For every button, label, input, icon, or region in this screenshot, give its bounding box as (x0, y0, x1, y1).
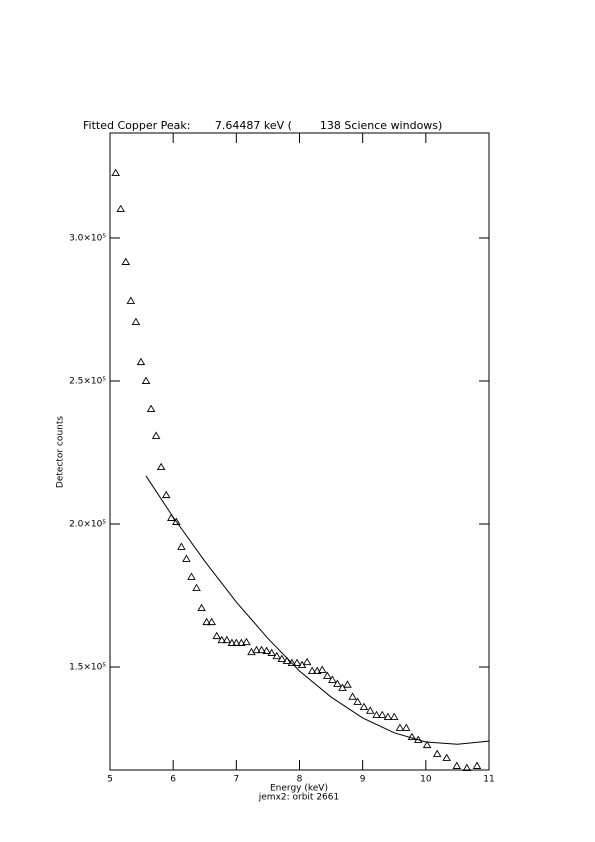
data-point (111, 168, 120, 176)
data-point (227, 638, 237, 646)
data-point (272, 651, 282, 660)
data-point (151, 431, 161, 439)
y-tick-label: 2.0×10⁵ (69, 520, 106, 530)
data-point (353, 697, 362, 705)
data-point (156, 462, 166, 471)
data-point (146, 404, 156, 412)
data-point (141, 376, 151, 384)
x-tick-label: 9 (360, 775, 366, 785)
data-point (277, 654, 287, 662)
data-point (121, 257, 131, 265)
data-point (192, 583, 201, 592)
data-point (292, 658, 302, 666)
data-point (252, 645, 261, 654)
data-point (182, 554, 191, 562)
fit-line (145, 475, 490, 745)
data-point (359, 702, 369, 711)
y-tick-label: 2.5×10⁵ (69, 376, 106, 386)
x-axis-label: Energy (keV) (270, 784, 328, 794)
data-point (407, 732, 417, 741)
data-point (242, 637, 251, 646)
data-point (383, 712, 393, 721)
data-point (422, 740, 432, 749)
data-point (197, 603, 206, 612)
data-point (302, 657, 312, 666)
data-point (395, 723, 405, 731)
y-tick-label: 3.0×10⁵ (69, 233, 106, 243)
data-point (212, 631, 222, 640)
data-point (136, 357, 146, 366)
x-tick-label: 10 (420, 775, 432, 785)
chart-subtitle: jemx2: orbit 2661 (258, 793, 339, 803)
x-tick-label: 8 (297, 775, 303, 785)
data-point (161, 490, 171, 499)
data-point (202, 617, 211, 626)
data-point (472, 761, 482, 769)
data-point (401, 723, 411, 731)
data-point (187, 572, 196, 580)
data-point (217, 635, 227, 644)
y-tick-label: 1.5×10⁵ (69, 663, 106, 673)
data-point (343, 680, 352, 688)
x-tick-label: 11 (483, 775, 494, 785)
data-point (131, 317, 141, 326)
data-point (333, 679, 342, 687)
data-point (177, 542, 186, 550)
data-point (126, 296, 136, 304)
data-point (365, 706, 375, 714)
data-point (257, 645, 266, 654)
chart-title: Fitted Copper Peak: 7.64487 keV ( 138 Sc… (83, 119, 442, 132)
data-point (312, 666, 322, 674)
data-point (307, 666, 317, 674)
data-point (389, 712, 399, 721)
data-point (377, 710, 387, 719)
data-point (237, 638, 246, 646)
x-tick-label: 6 (170, 775, 176, 785)
data-point (323, 671, 332, 679)
data-point (372, 710, 381, 719)
data-point (317, 665, 327, 673)
data-point (328, 675, 337, 683)
y-axis-label: Detector counts (56, 416, 66, 488)
data-point (267, 648, 276, 656)
data-point (287, 658, 297, 666)
data-point (116, 204, 126, 213)
data-point (442, 753, 451, 761)
x-tick-label: 5 (107, 775, 113, 785)
data-point (262, 646, 271, 654)
x-tick-label: 7 (233, 775, 239, 785)
data-point (222, 635, 232, 644)
data-point (172, 517, 181, 525)
data-point (462, 763, 472, 771)
data-point (207, 617, 216, 626)
data-point (452, 761, 462, 769)
data-point (232, 638, 241, 646)
data-point (432, 749, 442, 757)
data-point (348, 692, 357, 700)
data-point (282, 656, 292, 664)
